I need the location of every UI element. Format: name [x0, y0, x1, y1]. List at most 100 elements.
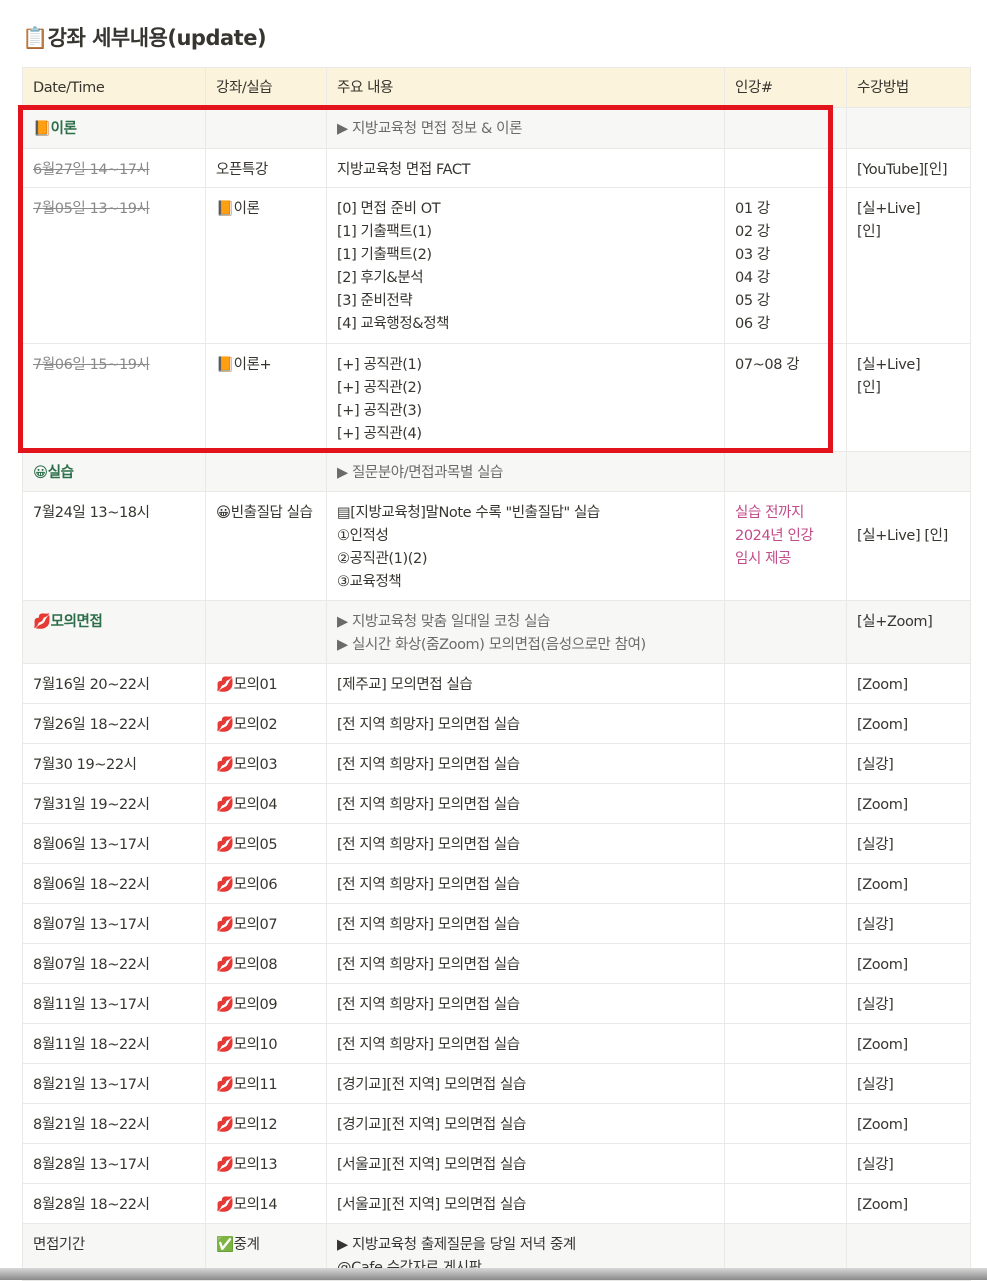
type-cell[interactable] [205, 451, 327, 492]
lecture-cell[interactable] [724, 823, 847, 864]
lecture-cell[interactable] [724, 903, 847, 944]
method-cell[interactable]: [실강] [846, 903, 971, 944]
method-cell[interactable]: [Zoom] [846, 1023, 971, 1064]
type-cell[interactable]: 📙이론+ [205, 343, 327, 452]
lecture-cell[interactable] [724, 863, 847, 904]
lecture-cell[interactable] [724, 703, 847, 744]
lecture-cell[interactable] [724, 1063, 847, 1104]
lecture-cell[interactable] [724, 1183, 847, 1224]
lecture-cell[interactable] [724, 600, 847, 664]
content-cell[interactable]: [전 지역 희망자] 모의면접 실습 [326, 1023, 725, 1064]
lecture-cell[interactable] [724, 1143, 847, 1184]
lecture-cell[interactable] [724, 1023, 847, 1064]
type-cell[interactable]: 💋모의12 [205, 1103, 327, 1144]
method-cell[interactable]: [실강] [846, 983, 971, 1024]
content-cell[interactable]: [경기교][전 지역] 모의면접 실습 [326, 1103, 725, 1144]
content-cell[interactable]: [서울교][전 지역] 모의면접 실습 [326, 1183, 725, 1224]
method-cell[interactable]: [실+Live] [인] [846, 343, 971, 452]
column-header-type[interactable]: 강좌/실습 [205, 67, 327, 108]
column-header-content[interactable]: 주요 내용 [326, 67, 725, 108]
content-cell[interactable]: [제주교] 모의면접 실습 [326, 663, 725, 704]
date-cell[interactable]: 7월24일 13~18시 [22, 491, 206, 601]
method-cell[interactable]: [실+Zoom] [846, 600, 971, 664]
method-cell[interactable]: [실강] [846, 1063, 971, 1104]
content-cell[interactable]: [0] 면접 준비 OT [1] 기출팩트(1) [1] 기출팩트(2) [2] 후기… [326, 187, 725, 344]
content-cell[interactable]: ▶ 질문분야/면접과목별 실습 [326, 451, 725, 492]
lecture-cell[interactable] [724, 1103, 847, 1144]
type-cell[interactable]: 💋모의04 [205, 783, 327, 824]
date-cell[interactable]: 7월06일 15~19시 [22, 343, 206, 452]
content-cell[interactable]: [서울교][전 지역] 모의면접 실습 [326, 1143, 725, 1184]
date-cell[interactable]: 8월21일 13~17시 [22, 1063, 206, 1104]
date-cell[interactable]: 📙이론 [22, 107, 206, 149]
date-cell[interactable]: 💋모의면접 [22, 600, 206, 664]
method-cell[interactable]: [Zoom] [846, 863, 971, 904]
date-cell[interactable]: 8월21일 18~22시 [22, 1103, 206, 1144]
type-cell[interactable]: 💋모의01 [205, 663, 327, 704]
type-cell[interactable]: 💋모의02 [205, 703, 327, 744]
youtube-link[interactable]: [YouTube][인] [857, 162, 948, 178]
date-cell[interactable]: 😀실습 [22, 451, 206, 492]
type-cell[interactable]: 💋모의07 [205, 903, 327, 944]
content-cell[interactable]: ▤[지방교육청]말Note 수록 "빈출질답" 실습 ①인적성 ②공직관(1)(2)… [326, 491, 725, 601]
date-cell[interactable]: 8월07일 13~17시 [22, 903, 206, 944]
method-cell[interactable]: [Zoom] [846, 943, 971, 984]
lecture-cell[interactable] [724, 148, 847, 188]
date-cell[interactable]: 7월05일 13~19시 [22, 187, 206, 344]
date-cell[interactable]: 7월30 19~22시 [22, 743, 206, 784]
lecture-cell[interactable]: 07~08 강 [724, 343, 847, 452]
method-cell[interactable]: [Zoom] [846, 1103, 971, 1144]
type-cell[interactable]: 💋모의11 [205, 1063, 327, 1104]
content-cell[interactable]: ▶ 지방교육청 면접 정보 & 이론 [326, 107, 725, 149]
date-cell[interactable]: 7월26일 18~22시 [22, 703, 206, 744]
content-cell[interactable]: [경기교][전 지역] 모의면접 실습 [326, 1063, 725, 1104]
date-cell[interactable]: 8월11일 18~22시 [22, 1023, 206, 1064]
content-cell[interactable]: [전 지역 희망자] 모의면접 실습 [326, 863, 725, 904]
type-cell[interactable]: 💋모의06 [205, 863, 327, 904]
method-cell[interactable] [846, 107, 971, 149]
column-header-method[interactable]: 수강방법 [846, 67, 971, 108]
date-cell[interactable]: 8월11일 13~17시 [22, 983, 206, 1024]
content-cell[interactable]: [전 지역 희망자] 모의면접 실습 [326, 783, 725, 824]
lecture-cell[interactable] [724, 783, 847, 824]
type-cell[interactable]: 💋모의08 [205, 943, 327, 984]
method-cell[interactable]: [YouTube][인] [846, 148, 971, 188]
lecture-cell[interactable] [724, 451, 847, 492]
lecture-cell[interactable] [724, 107, 847, 149]
method-cell[interactable]: [실강] [846, 743, 971, 784]
type-cell[interactable]: 💋모의05 [205, 823, 327, 864]
type-cell[interactable]: 💋모의14 [205, 1183, 327, 1224]
content-cell[interactable]: [전 지역 희망자] 모의면접 실습 [326, 983, 725, 1024]
date-cell[interactable]: 6월27일 14~17시 [22, 148, 206, 188]
type-cell[interactable]: 💋모의13 [205, 1143, 327, 1184]
method-cell[interactable] [846, 451, 971, 492]
type-cell[interactable] [205, 107, 327, 149]
column-header-lecture[interactable]: 인강# [724, 67, 847, 108]
content-cell[interactable]: [전 지역 희망자] 모의면접 실습 [326, 743, 725, 784]
method-cell[interactable]: [실강] [846, 823, 971, 864]
content-cell[interactable]: [전 지역 희망자] 모의면접 실습 [326, 823, 725, 864]
method-cell[interactable]: [실+Live] [인] [846, 187, 971, 344]
method-cell[interactable]: [실+Live] [인] [846, 491, 971, 601]
lecture-cell[interactable]: 실습 전까지 2024년 인강 임시 제공 [724, 491, 847, 601]
date-cell[interactable]: 8월28일 18~22시 [22, 1183, 206, 1224]
method-cell[interactable]: [Zoom] [846, 663, 971, 704]
method-cell[interactable]: [Zoom] [846, 703, 971, 744]
method-cell[interactable]: [실강] [846, 1143, 971, 1184]
date-cell[interactable]: 8월07일 18~22시 [22, 943, 206, 984]
date-cell[interactable]: 7월16일 20~22시 [22, 663, 206, 704]
content-cell[interactable]: [전 지역 희망자] 모의면접 실습 [326, 943, 725, 984]
date-cell[interactable]: 7월31일 19~22시 [22, 783, 206, 824]
lecture-cell[interactable] [724, 743, 847, 784]
lecture-cell[interactable] [724, 943, 847, 984]
content-cell[interactable]: [전 지역 희망자] 모의면접 실습 [326, 703, 725, 744]
method-cell[interactable]: [Zoom] [846, 1183, 971, 1224]
content-cell[interactable]: 지방교육청 면접 FACT [326, 148, 725, 188]
method-cell[interactable]: [Zoom] [846, 783, 971, 824]
type-cell[interactable]: 💋모의03 [205, 743, 327, 784]
type-cell[interactable]: 💋모의10 [205, 1023, 327, 1064]
lecture-cell[interactable] [724, 663, 847, 704]
lecture-cell[interactable]: 01 강 02 강 03 강 04 강 05 강 06 강 [724, 187, 847, 344]
type-cell[interactable]: 😀빈출질답 실습 [205, 491, 327, 601]
lecture-cell[interactable] [724, 983, 847, 1024]
